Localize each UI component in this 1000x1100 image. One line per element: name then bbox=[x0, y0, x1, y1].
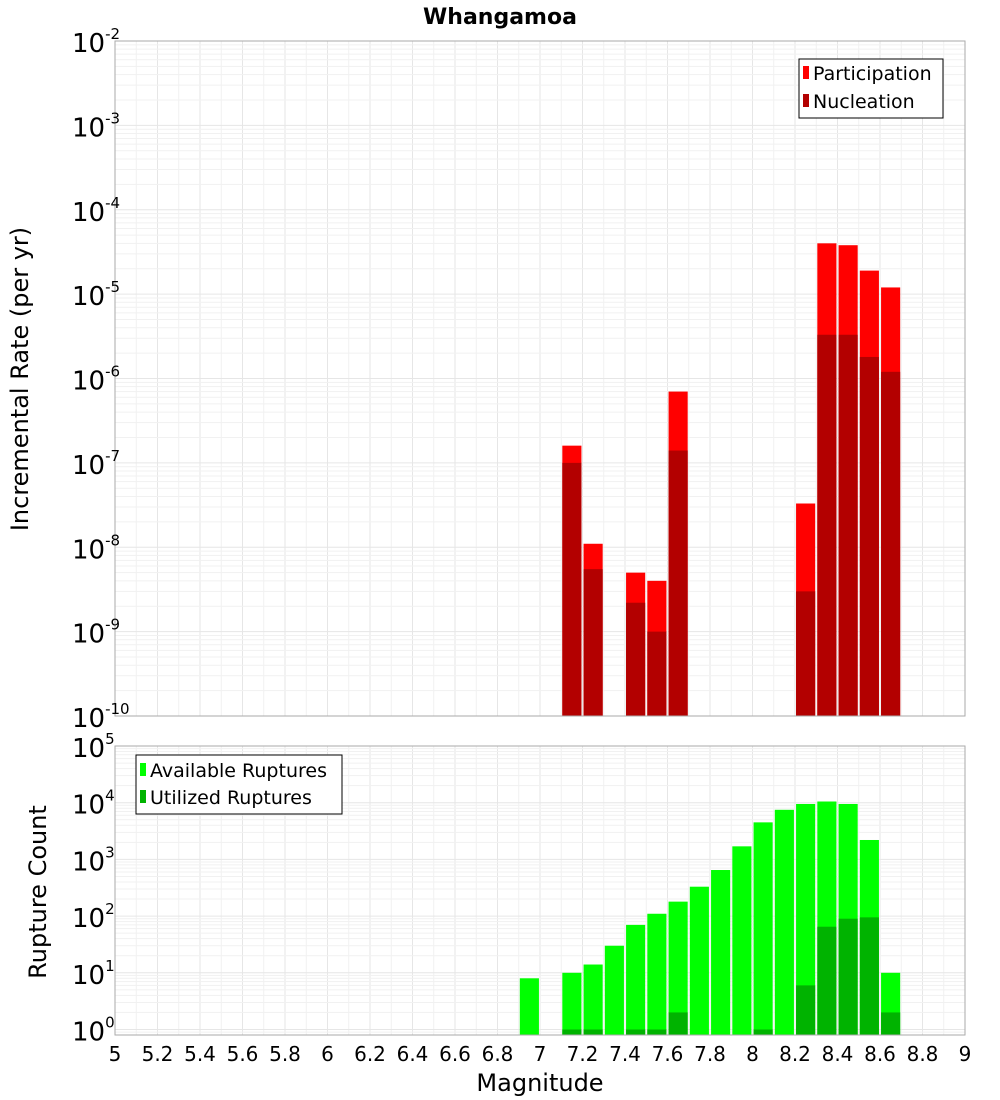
y-tick-label: 10-5 bbox=[72, 278, 120, 312]
bar-available-ruptures-1 bbox=[562, 972, 582, 1035]
x-tick-label: 8 bbox=[746, 1042, 759, 1066]
x-tick-label: 6.4 bbox=[397, 1042, 429, 1066]
bar-available-ruptures-0 bbox=[519, 978, 539, 1035]
legend-label-utilized-ruptures: Utilized Ruptures bbox=[150, 787, 312, 809]
x-tick-label: 7 bbox=[534, 1042, 547, 1066]
bar-nucleation-6 bbox=[817, 334, 837, 716]
y-tick-label: 105 bbox=[72, 730, 115, 764]
bar-available-ruptures-11 bbox=[774, 809, 794, 1035]
bar-utilized-ruptures-4 bbox=[668, 1012, 688, 1035]
bar-nucleation-2 bbox=[626, 602, 646, 716]
legend-swatch-participation bbox=[803, 66, 809, 79]
y-tick-label: 101 bbox=[72, 957, 115, 991]
bar-available-ruptures-4 bbox=[626, 924, 646, 1035]
bar-available-ruptures-5 bbox=[647, 913, 667, 1035]
x-tick-label: 5.8 bbox=[269, 1042, 301, 1066]
x-tick-label: 5 bbox=[109, 1042, 122, 1066]
y-tick-label: 104 bbox=[72, 787, 115, 821]
x-tick-label: 9 bbox=[959, 1042, 972, 1066]
bottom-legend: Available Ruptures Utilized Ruptures bbox=[135, 754, 343, 815]
y-tick-label: 10-10 bbox=[72, 700, 130, 734]
bar-available-ruptures-3 bbox=[604, 945, 624, 1035]
bar-nucleation-0 bbox=[562, 462, 582, 716]
bar-utilized-ruptures-1 bbox=[583, 1029, 603, 1035]
bar-nucleation-7 bbox=[838, 334, 858, 716]
y-tick-label: 100 bbox=[72, 1014, 115, 1048]
bar-nucleation-3 bbox=[647, 631, 667, 716]
bottom-y-axis-label: Rupture Count bbox=[24, 805, 52, 979]
legend-swatch-available-ruptures bbox=[140, 763, 146, 776]
bottom-plot-frame bbox=[114, 745, 966, 1036]
y-tick-label: 10-9 bbox=[72, 616, 120, 650]
x-tick-label: 5.6 bbox=[227, 1042, 259, 1066]
bar-available-ruptures-2 bbox=[583, 964, 603, 1035]
bar-utilized-ruptures-5 bbox=[753, 1029, 773, 1035]
legend-swatch-utilized-ruptures bbox=[140, 790, 146, 803]
bar-available-ruptures-8 bbox=[711, 870, 731, 1035]
bar-utilized-ruptures-8 bbox=[838, 918, 858, 1035]
bar-utilized-ruptures-7 bbox=[817, 926, 837, 1035]
x-tick-label: 8.2 bbox=[779, 1042, 811, 1066]
bar-utilized-ruptures-3 bbox=[647, 1029, 667, 1035]
y-tick-label: 10-7 bbox=[72, 447, 120, 481]
top-legend: Participation Nucleation bbox=[798, 58, 944, 119]
bar-nucleation-1 bbox=[583, 569, 603, 716]
y-tick-label: 102 bbox=[72, 900, 115, 934]
bar-available-ruptures-12 bbox=[796, 803, 816, 1035]
x-tick-label: 7.6 bbox=[652, 1042, 684, 1066]
x-tick-label: 7.2 bbox=[567, 1042, 599, 1066]
top-plot-frame bbox=[114, 40, 966, 717]
y-tick-label: 10-4 bbox=[72, 194, 120, 228]
y-tick-label: 10-6 bbox=[72, 363, 120, 397]
bar-utilized-ruptures-2 bbox=[626, 1029, 646, 1035]
chart-title: Whangamoa bbox=[423, 5, 577, 30]
x-tick-label: 5.2 bbox=[142, 1042, 174, 1066]
top-y-axis-label: Incremental Rate (per yr) bbox=[6, 227, 34, 531]
legend-label-available-ruptures: Available Ruptures bbox=[150, 760, 327, 782]
legend-swatch-nucleation bbox=[803, 94, 809, 107]
bar-utilized-ruptures-10 bbox=[881, 1012, 901, 1035]
x-tick-label: 6.6 bbox=[439, 1042, 471, 1066]
bar-nucleation-5 bbox=[796, 591, 816, 716]
x-tick-label: 7.4 bbox=[609, 1042, 641, 1066]
bar-nucleation-4 bbox=[668, 450, 688, 716]
bar-available-ruptures-6 bbox=[668, 901, 688, 1035]
bar-utilized-ruptures-6 bbox=[796, 985, 816, 1035]
y-tick-label: 10-2 bbox=[72, 25, 120, 59]
top-legend-box bbox=[798, 58, 944, 119]
x-tick-label: 6.8 bbox=[482, 1042, 514, 1066]
bar-available-ruptures-7 bbox=[689, 886, 709, 1035]
y-tick-label: 103 bbox=[72, 843, 115, 877]
bar-available-ruptures-10 bbox=[753, 822, 773, 1035]
bar-available-ruptures-9 bbox=[732, 846, 752, 1035]
legend-label-nucleation: Nucleation bbox=[813, 91, 915, 113]
x-tick-label: 8.6 bbox=[864, 1042, 896, 1066]
x-tick-label: 8.4 bbox=[822, 1042, 854, 1066]
x-tick-label: 5.4 bbox=[184, 1042, 216, 1066]
legend-label-participation: Participation bbox=[813, 63, 932, 85]
x-tick-label: 6 bbox=[321, 1042, 334, 1066]
bar-nucleation-8 bbox=[859, 356, 879, 716]
x-axis-label: Magnitude bbox=[476, 1069, 603, 1097]
y-tick-label: 10-8 bbox=[72, 531, 120, 565]
x-tick-label: 7.8 bbox=[694, 1042, 726, 1066]
y-tick-label: 10-3 bbox=[72, 109, 120, 143]
bar-utilized-ruptures-0 bbox=[562, 1029, 582, 1035]
bottom-legend-box bbox=[135, 754, 343, 815]
x-tick-label: 6.2 bbox=[354, 1042, 386, 1066]
bottom-panel: 100 101 102 103 104 105 5 5.2 5.4 5.6 5.8 6 6.2 6.4 6… bbox=[24, 730, 971, 1097]
bar-utilized-ruptures-9 bbox=[859, 917, 879, 1035]
x-tick-label: 8.8 bbox=[907, 1042, 939, 1066]
bar-nucleation-9 bbox=[881, 371, 901, 716]
top-panel: 10-10 10-9 10-8 10-7 10-6 10-5 10-4 10-3 10-2 In… bbox=[6, 25, 966, 734]
